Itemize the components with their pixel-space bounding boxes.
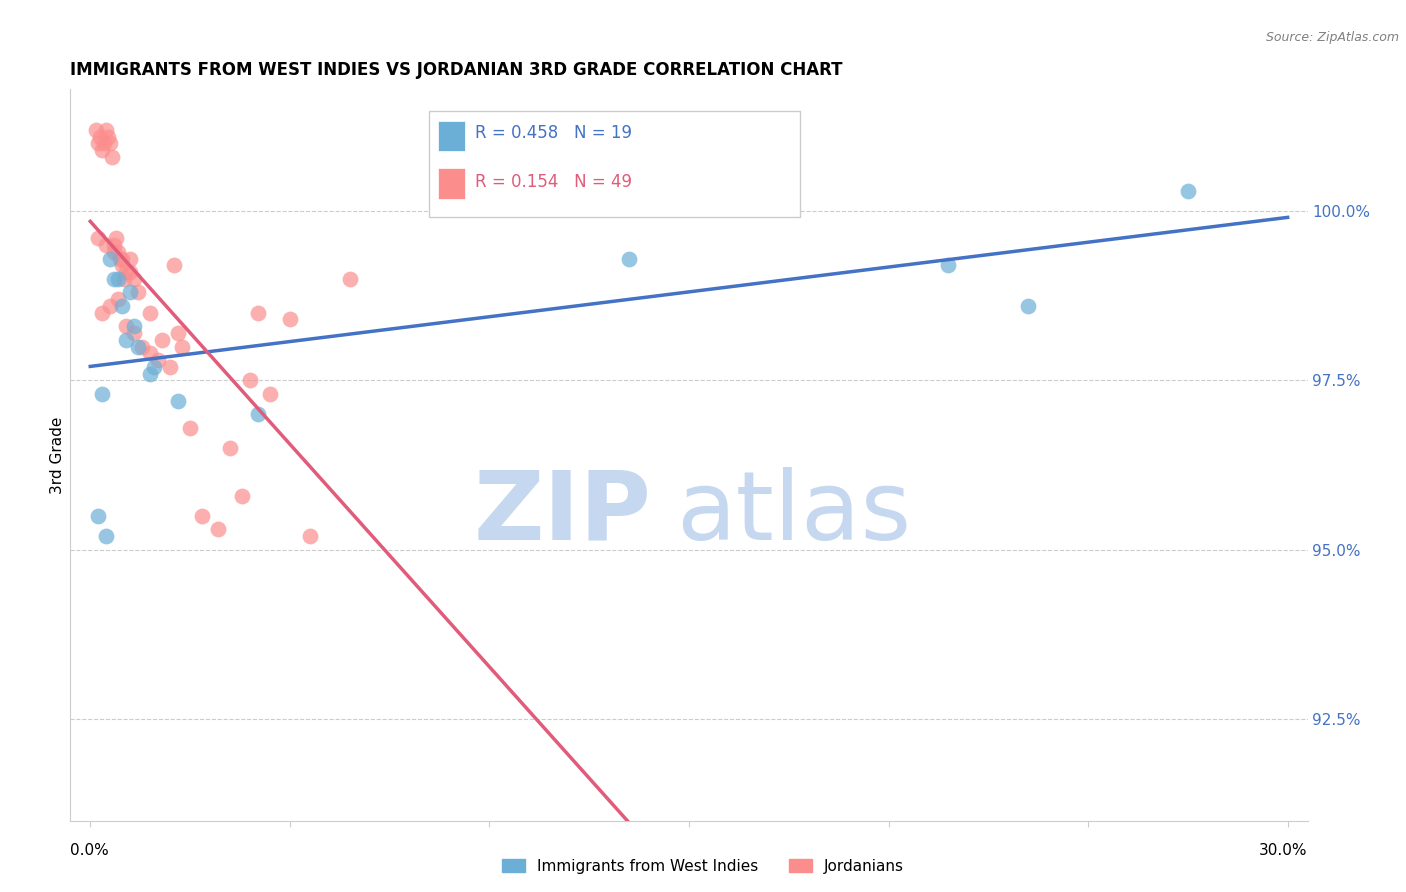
Legend: Immigrants from West Indies, Jordanians: Immigrants from West Indies, Jordanians xyxy=(496,853,910,880)
Point xyxy=(98,136,121,151)
Text: ZIP: ZIP xyxy=(474,467,652,560)
Text: atlas: atlas xyxy=(676,467,911,560)
Y-axis label: 3rd Grade: 3rd Grade xyxy=(49,417,65,493)
Point xyxy=(1017,299,1039,313)
Point xyxy=(127,285,149,300)
Point xyxy=(111,258,134,272)
Point xyxy=(259,387,281,401)
Point xyxy=(139,306,162,320)
Text: 30.0%: 30.0% xyxy=(1260,843,1308,858)
Point xyxy=(89,129,111,144)
Point xyxy=(122,326,145,340)
Point xyxy=(139,346,162,360)
Point xyxy=(120,265,142,279)
Point xyxy=(107,272,129,286)
Point xyxy=(207,523,229,537)
Point xyxy=(219,441,242,455)
Point xyxy=(96,529,118,543)
Point xyxy=(87,508,110,523)
Point xyxy=(298,529,321,543)
Point xyxy=(339,272,361,286)
Point xyxy=(96,238,118,252)
Point xyxy=(105,231,128,245)
Point xyxy=(108,252,131,266)
Point xyxy=(98,252,121,266)
Point xyxy=(112,272,135,286)
Point xyxy=(167,326,190,340)
Point xyxy=(127,340,149,354)
Point xyxy=(150,333,173,347)
Point xyxy=(1177,184,1199,198)
Text: IMMIGRANTS FROM WEST INDIES VS JORDANIAN 3RD GRADE CORRELATION CHART: IMMIGRANTS FROM WEST INDIES VS JORDANIAN… xyxy=(70,62,842,79)
Text: 0.0%: 0.0% xyxy=(70,843,110,858)
Point xyxy=(139,367,162,381)
Point xyxy=(103,272,125,286)
Point xyxy=(143,359,166,374)
Point xyxy=(103,244,125,259)
Point xyxy=(179,421,201,435)
Point xyxy=(115,265,138,279)
Text: R = 0.154   N = 49: R = 0.154 N = 49 xyxy=(475,173,631,191)
Point xyxy=(159,359,181,374)
Point xyxy=(170,340,193,354)
Point xyxy=(131,340,153,354)
Point xyxy=(115,319,138,334)
Point xyxy=(93,136,115,151)
Point xyxy=(111,299,134,313)
Point xyxy=(239,373,262,387)
Point xyxy=(107,292,129,306)
Point xyxy=(167,393,190,408)
Point xyxy=(191,508,214,523)
Point xyxy=(107,244,129,259)
Point xyxy=(246,407,269,421)
Point xyxy=(91,306,114,320)
Point xyxy=(122,319,145,334)
Point xyxy=(84,123,107,137)
Text: R = 0.458   N = 19: R = 0.458 N = 19 xyxy=(475,124,631,143)
Point xyxy=(231,489,253,503)
Point xyxy=(120,252,142,266)
Text: Source: ZipAtlas.com: Source: ZipAtlas.com xyxy=(1265,31,1399,45)
Point xyxy=(96,123,118,137)
Point xyxy=(163,258,186,272)
Point xyxy=(122,272,145,286)
Point xyxy=(115,333,138,347)
Point xyxy=(98,299,121,313)
Point xyxy=(146,353,169,368)
Point xyxy=(246,306,269,320)
Point xyxy=(278,312,301,326)
FancyBboxPatch shape xyxy=(429,112,800,218)
FancyBboxPatch shape xyxy=(437,169,465,199)
Point xyxy=(91,387,114,401)
Point xyxy=(101,150,124,164)
Point xyxy=(617,252,640,266)
Point xyxy=(87,231,110,245)
Point xyxy=(120,285,142,300)
Point xyxy=(97,129,120,144)
Point xyxy=(103,238,125,252)
FancyBboxPatch shape xyxy=(437,120,465,152)
Point xyxy=(87,136,110,151)
Point xyxy=(938,258,960,272)
Point xyxy=(111,252,134,266)
Point xyxy=(91,143,114,157)
